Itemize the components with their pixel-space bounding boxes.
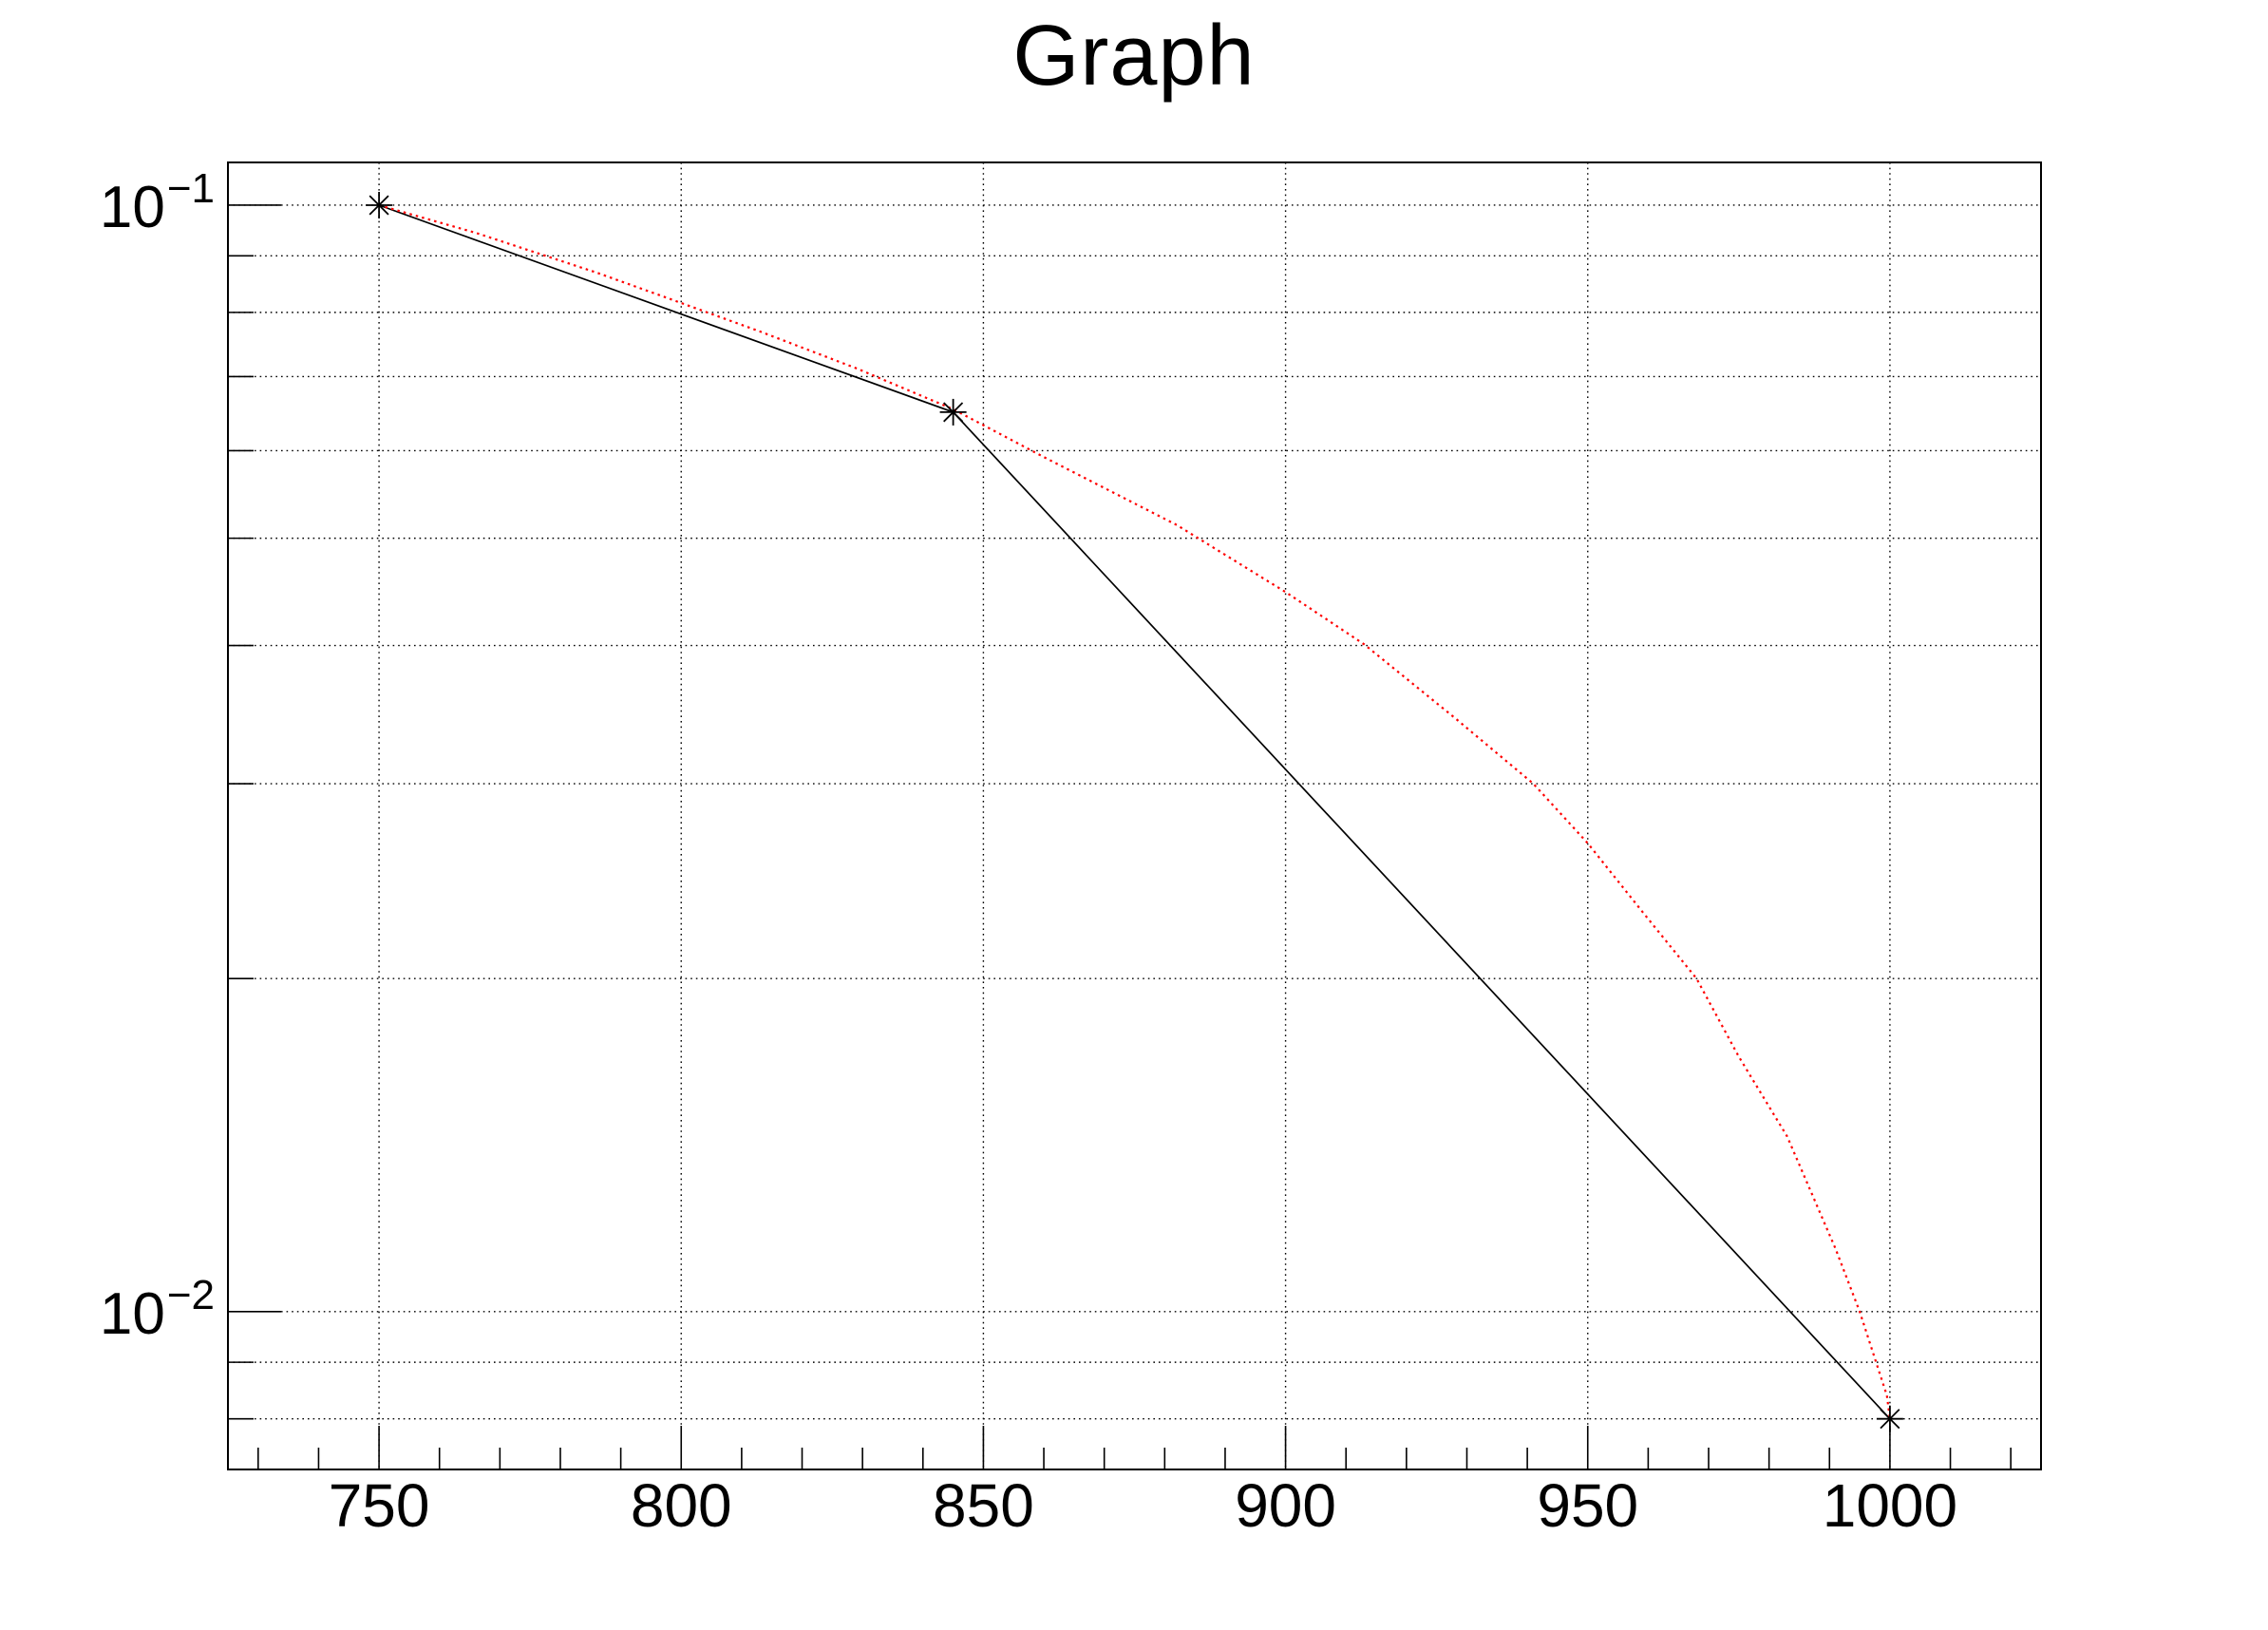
fit-curve xyxy=(378,203,1891,1419)
chart-title: Graph xyxy=(1012,9,1256,104)
data-line xyxy=(378,204,1891,1420)
x-tick-label: 850 xyxy=(933,1471,1034,1540)
y-gridlines xyxy=(228,204,2041,1420)
plot-frame xyxy=(227,161,2042,1470)
y-ticks xyxy=(228,204,281,1420)
x-tick-label: 900 xyxy=(1235,1471,1336,1540)
x-tick-label: 1000 xyxy=(1823,1471,1957,1540)
x-tick-labels: 750 800 850 900 950 1000 xyxy=(329,1471,1957,1540)
x-ticks xyxy=(257,1426,2012,1469)
x-gridlines xyxy=(378,162,1891,1469)
asterisk-marker xyxy=(1876,1405,1903,1432)
x-tick-label: 950 xyxy=(1537,1471,1638,1540)
y-tick-labels: 10−1 10−2 xyxy=(100,165,215,1347)
asterisk-marker xyxy=(939,398,967,426)
y-tick-label: 10−2 xyxy=(100,1272,215,1347)
data-markers xyxy=(366,191,1903,1432)
asterisk-marker xyxy=(366,191,393,218)
x-tick-label: 750 xyxy=(329,1471,430,1540)
x-tick-label: 800 xyxy=(631,1471,732,1540)
y-tick-label: 10−1 xyxy=(100,165,215,240)
